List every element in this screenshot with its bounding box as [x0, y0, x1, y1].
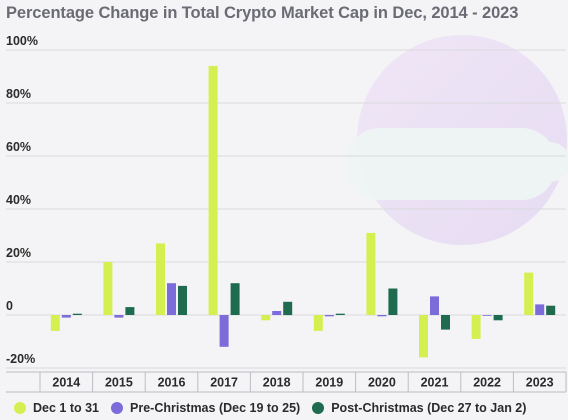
- x-tick-label-2019: 2019: [315, 376, 343, 390]
- bar-2017-series-0: [208, 65, 218, 316]
- y-tick-label-2: 60%: [6, 140, 31, 154]
- bar-2021-series-2: [441, 315, 450, 330]
- background-decoration: [346, 35, 568, 245]
- legend-item-post-christmas: Post-Christmas (Dec 27 to Jan 2): [312, 401, 526, 415]
- bar-2021-series-1: [430, 296, 439, 315]
- bar-2018-series-0: [261, 315, 271, 321]
- bar-2018-series-2: [283, 301, 293, 316]
- x-tick-label-2015: 2015: [105, 376, 133, 390]
- x-tick-label-2017: 2017: [210, 376, 238, 390]
- bar-2020-series-2: [388, 288, 398, 315]
- x-tick-label-2018: 2018: [263, 376, 291, 390]
- legend-label-dec: Dec 1 to 31: [33, 401, 100, 415]
- bar-2015-series-0: [103, 262, 113, 315]
- bar-2022-series-1: [482, 315, 492, 316]
- bar-2014-series-0: [50, 315, 60, 331]
- legend-swatch-post-christmas: [312, 402, 325, 414]
- y-tick-label-3: 40%: [6, 193, 31, 207]
- bar-2020-series-0: [366, 232, 376, 315]
- bar-2021-series-0: [419, 315, 428, 358]
- bar-2023-series-2: [546, 305, 556, 315]
- legend-item-dec: Dec 1 to 31: [14, 401, 99, 415]
- legend: Dec 1 to 31 Pre-Christmas (Dec 19 to 25)…: [14, 398, 538, 418]
- bar-2023-series-1: [535, 304, 545, 315]
- x-tick-label-2016: 2016: [158, 376, 186, 390]
- legend-item-pre-christmas: Pre-Christmas (Dec 19 to 25): [111, 401, 300, 415]
- y-tick-label-4: 20%: [6, 246, 31, 260]
- bar-2022-series-0: [471, 315, 481, 339]
- bar-2019-series-1: [324, 315, 334, 317]
- legend-label-pre-christmas: Pre-Christmas (Dec 19 to 25): [130, 401, 301, 415]
- chart-title: Percentage Change in Total Crypto Market…: [6, 4, 519, 22]
- bar-2016-series-0: [156, 243, 165, 315]
- x-tick-label-2020: 2020: [368, 376, 396, 390]
- bar-chart: 100%80%60%40%20%0-20% 2014 2015 2016 2017 20…: [6, 34, 568, 393]
- bar-2019-series-0: [313, 315, 323, 331]
- legend-swatch-pre-christmas: [111, 402, 124, 414]
- x-tick-label-2021: 2021: [421, 376, 449, 390]
- bar-2017-series-2: [230, 283, 240, 315]
- x-axis: 2014 2015 2016 2017 2018 2019 2020 2021 2022 2023: [6, 371, 567, 393]
- bar-2015-series-1: [114, 315, 124, 318]
- y-tick-label-6: -20%: [6, 352, 35, 366]
- y-tick-label-5: 0: [6, 299, 13, 313]
- bar-2016-series-1: [167, 283, 176, 315]
- bar-2023-series-0: [524, 272, 534, 315]
- legend-swatch-dec: [14, 402, 26, 414]
- y-tick-label-0: 100%: [6, 34, 38, 48]
- bar-2022-series-2: [493, 315, 503, 321]
- legend-label-post-christmas: Post-Christmas (Dec 27 to Jan 2): [331, 401, 527, 415]
- bar-2019-series-2: [335, 313, 345, 315]
- bar-2020-series-1: [377, 315, 387, 317]
- bar-2014-series-1: [61, 315, 71, 318]
- y-tick-label-1: 80%: [6, 87, 31, 101]
- x-tick-label-2014: 2014: [52, 376, 80, 390]
- bar-2014-series-2: [72, 313, 82, 315]
- bar-2017-series-1: [219, 315, 229, 347]
- bars: [50, 65, 556, 358]
- x-tick-label-2022: 2022: [473, 376, 501, 390]
- bar-2018-series-1: [272, 311, 282, 315]
- grid: 100% 80% 60% 40% 20% 0 -20%: [6, 34, 566, 369]
- bar-2016-series-2: [178, 285, 187, 315]
- x-tick-label-2023: 2023: [526, 376, 554, 390]
- bar-2015-series-2: [125, 307, 135, 315]
